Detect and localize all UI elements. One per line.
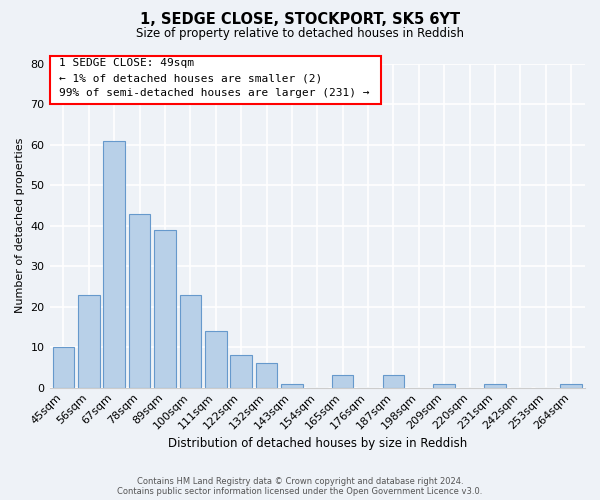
Y-axis label: Number of detached properties: Number of detached properties <box>15 138 25 314</box>
Bar <box>484 384 506 388</box>
Bar <box>560 384 582 388</box>
Text: 1, SEDGE CLOSE, STOCKPORT, SK5 6YT: 1, SEDGE CLOSE, STOCKPORT, SK5 6YT <box>140 12 460 28</box>
X-axis label: Distribution of detached houses by size in Reddish: Distribution of detached houses by size … <box>167 437 467 450</box>
Bar <box>383 376 404 388</box>
Bar <box>256 364 277 388</box>
Text: Size of property relative to detached houses in Reddish: Size of property relative to detached ho… <box>136 28 464 40</box>
Bar <box>281 384 302 388</box>
Bar <box>332 376 353 388</box>
Bar <box>53 347 74 388</box>
Text: Contains public sector information licensed under the Open Government Licence v3: Contains public sector information licen… <box>118 487 482 496</box>
Bar <box>433 384 455 388</box>
Bar <box>205 331 227 388</box>
Bar <box>179 294 201 388</box>
Bar <box>103 141 125 388</box>
Text: Contains HM Land Registry data © Crown copyright and database right 2024.: Contains HM Land Registry data © Crown c… <box>137 477 463 486</box>
Bar <box>154 230 176 388</box>
Bar <box>230 355 252 388</box>
Bar <box>78 294 100 388</box>
Bar <box>129 214 151 388</box>
Text: 1 SEDGE CLOSE: 49sqm
← 1% of detached houses are smaller (2)
99% of semi-detache: 1 SEDGE CLOSE: 49sqm ← 1% of detached ho… <box>59 58 369 98</box>
